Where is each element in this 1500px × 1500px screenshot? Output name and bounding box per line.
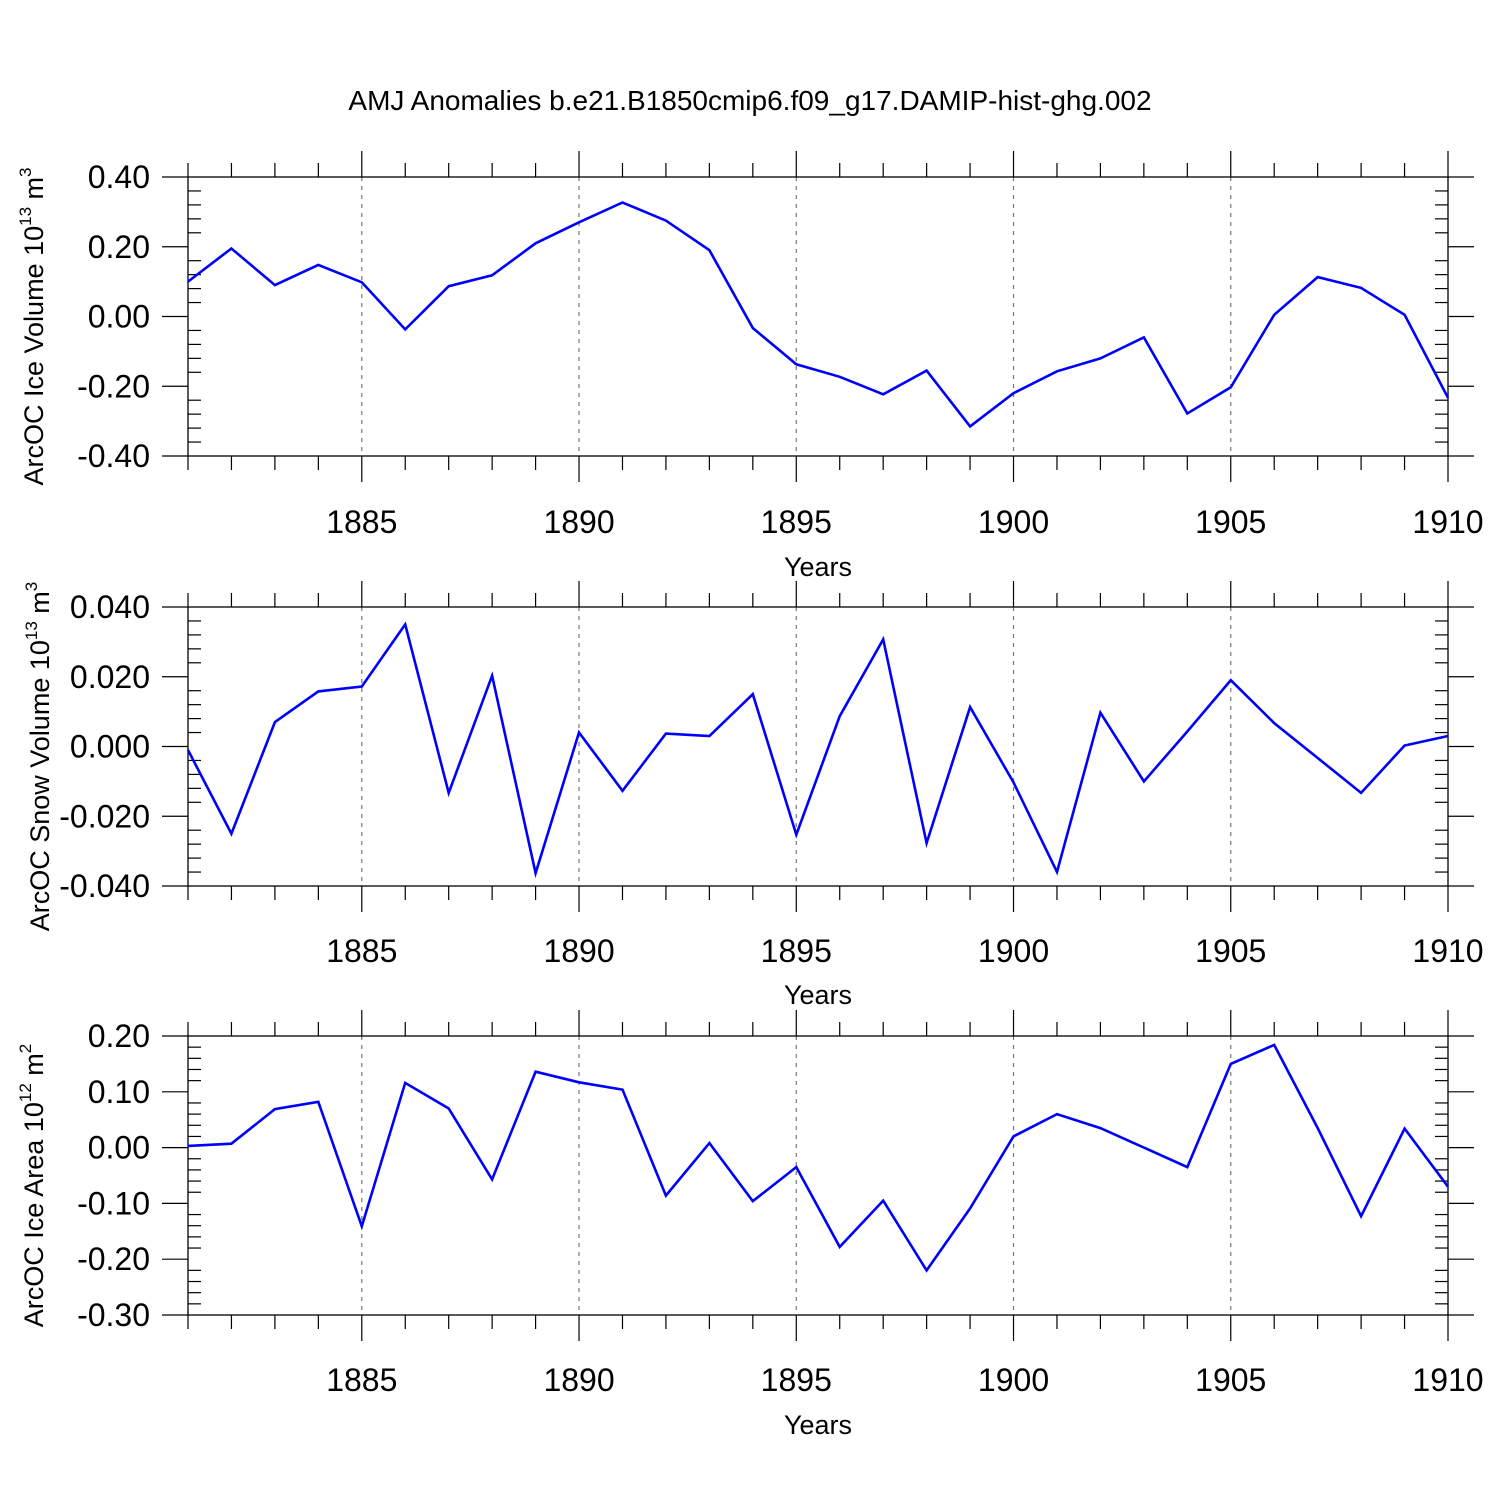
- y-tick-label: 0.20: [88, 1018, 150, 1054]
- y-tick-label: 0.40: [88, 159, 150, 195]
- plot-frame: [187, 606, 1449, 887]
- x-axis-label: Years: [784, 552, 852, 582]
- y-axis-label: ArcOC Snow Volume 1013 m3: [22, 582, 55, 932]
- y-tick-label: -0.20: [77, 1241, 150, 1277]
- y-tick-label: -0.40: [77, 438, 150, 474]
- x-tick-label: 1905: [1195, 1362, 1266, 1398]
- plot-frame: [187, 1035, 1449, 1316]
- series-line: [187, 1043, 1450, 1273]
- x-tick-label: 1895: [761, 504, 832, 540]
- y-axis-label: ArcOC Ice Area 1012 m2: [16, 1044, 49, 1328]
- y-tick-label: 0.00: [88, 299, 150, 335]
- series-line: [187, 201, 1450, 429]
- x-tick-label: 1885: [326, 1362, 397, 1398]
- x-tick-label: 1910: [1412, 933, 1483, 969]
- x-tick-label: 1895: [761, 933, 832, 969]
- y-tick-label: 0.020: [70, 659, 150, 695]
- y-tick-label: -0.040: [59, 868, 150, 904]
- panel-2: -0.040 -0.020 0.000 0.020 0.040 1885 1890 1895 1…: [22, 581, 1484, 1010]
- y-axis-label: ArcOC Ice Volume 1013 m3: [16, 167, 49, 485]
- y-tick-label: 0.00: [88, 1130, 150, 1166]
- x-tick-label: 1890: [543, 933, 614, 969]
- x-tick-label: 1900: [978, 933, 1049, 969]
- x-tick-label: 1895: [761, 1362, 832, 1398]
- panel-1: -0.40 -0.20 0.00 0.20 0.40 1885 1890 1895 1900 19…: [16, 151, 1484, 582]
- y-tick-label: -0.30: [77, 1297, 150, 1333]
- y-tick-label: 0.000: [70, 729, 150, 765]
- y-tick-label: 0.20: [88, 229, 150, 265]
- x-tick-label: 1905: [1195, 504, 1266, 540]
- x-tick-label: 1900: [978, 1362, 1049, 1398]
- x-tick-label: 1910: [1412, 504, 1483, 540]
- y-tick-label: -0.020: [59, 798, 150, 834]
- x-axis-label: Years: [784, 1410, 852, 1440]
- x-tick-label: 1905: [1195, 933, 1266, 969]
- plot-frame: [187, 176, 1449, 457]
- series-line: [186, 621, 1449, 879]
- x-tick-label: 1890: [543, 1362, 614, 1398]
- x-tick-label: 1885: [326, 933, 397, 969]
- y-tick-label: -0.10: [77, 1185, 150, 1221]
- y-tick-label: 0.040: [70, 589, 150, 625]
- y-tick-label: -0.20: [77, 368, 150, 404]
- x-tick-label: 1890: [543, 504, 614, 540]
- y-tick-label: 0.10: [88, 1074, 150, 1110]
- x-tick-label: 1885: [326, 504, 397, 540]
- panels: -0.40 -0.20 0.00 0.20 0.40 1885 1890 1895 1900 19…: [16, 151, 1484, 1440]
- x-tick-label: 1910: [1412, 1362, 1483, 1398]
- chart-title: AMJ Anomalies b.e21.B1850cmip6.f09_g17.D…: [348, 85, 1151, 116]
- panel-3: -0.30 -0.20 -0.10 0.00 0.10 0.20 1885 1890 1895 1…: [16, 1010, 1484, 1440]
- x-axis-label: Years: [784, 980, 852, 1010]
- x-tick-label: 1900: [978, 504, 1049, 540]
